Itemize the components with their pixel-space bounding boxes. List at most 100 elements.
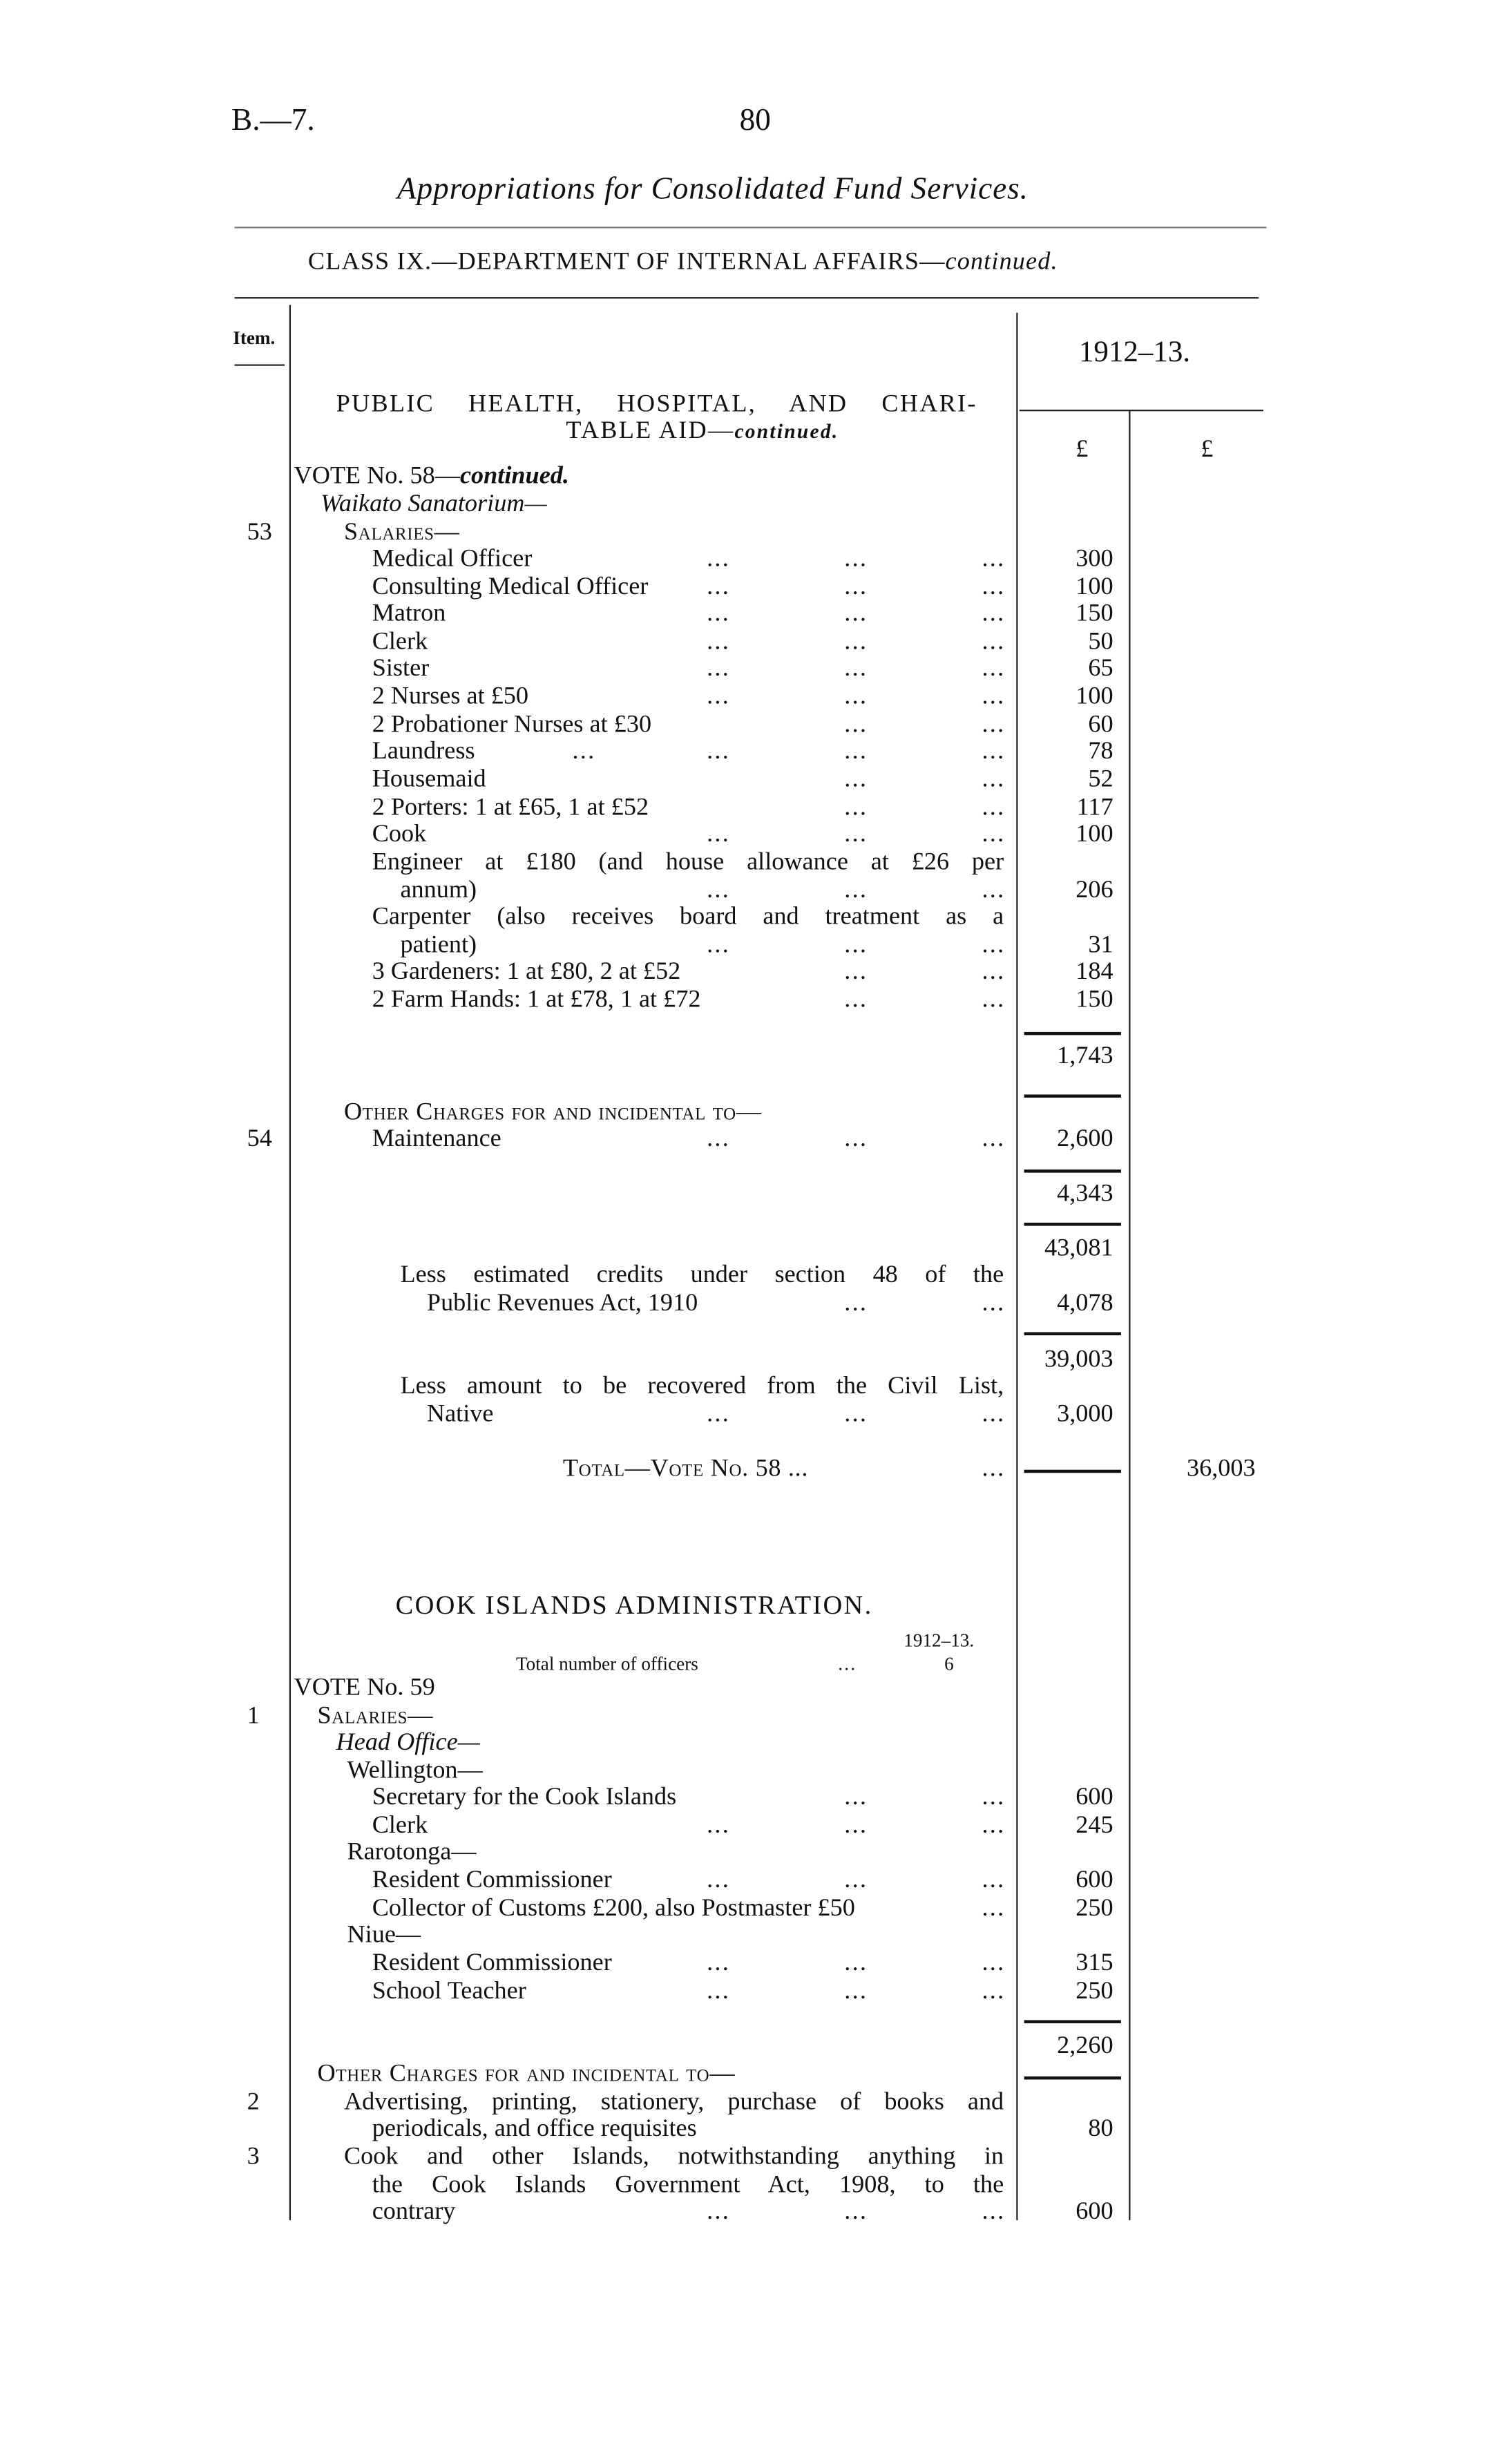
currency-label-col2: £ — [1201, 436, 1214, 463]
leader-dots — [844, 683, 868, 711]
row-label: Engineer at £180 (and house allowance at… — [372, 849, 1004, 876]
row-text: Other Charges for and incidental to— — [344, 1099, 762, 1127]
row-label: Clerk — [372, 1812, 428, 1839]
row-label: annum) — [400, 877, 477, 904]
item-number: 54 — [247, 1125, 272, 1153]
row-text: TABLE AID—continued. — [566, 417, 839, 446]
leader-dots — [707, 1126, 730, 1154]
row-label: Secretary for the Cook Islands — [372, 1784, 677, 1811]
row-label: periodicals, and office requisites — [372, 2115, 697, 2142]
header-rule — [234, 297, 1259, 299]
row-text: 2 Nurses at £50 — [372, 683, 528, 711]
leader-dots — [982, 932, 1005, 960]
row-label: Niue— — [347, 1921, 421, 1949]
row-label: Less estimated credits under section 48 … — [400, 1261, 1004, 1289]
row-text: Medical Officer — [372, 546, 533, 574]
leader-dots — [838, 1650, 857, 1678]
subtotal-rule — [1024, 1031, 1121, 1035]
row-text: Resident Commissioner — [372, 1867, 612, 1895]
amount-col1: 60 — [1088, 711, 1113, 738]
leader-dots — [707, 877, 730, 906]
row-label: Native — [426, 1401, 494, 1428]
amount-col1: 100 — [1075, 573, 1113, 601]
leader-dots — [707, 932, 730, 960]
leader-dots — [982, 766, 1005, 794]
row-label: Resident Commissioner — [372, 1949, 612, 1977]
row-text: 3 Gardeners: 1 at £80, 2 at £52 — [372, 959, 681, 987]
row-text: VOTE No. 59 — [294, 1674, 435, 1703]
row-text: Total—Vote No. 58 ... — [563, 1455, 808, 1484]
row-text: 2 Probationer Nurses at £30 — [372, 711, 651, 740]
leader-dots — [844, 959, 868, 987]
leader-dots — [982, 986, 1005, 1015]
row-text: COOK ISLANDS ADMINISTRATION. — [395, 1589, 873, 1620]
leader-dots — [707, 1812, 730, 1840]
leader-dots — [844, 738, 868, 766]
amount-col1: 4,078 — [1057, 1290, 1113, 1317]
leader-dots — [982, 546, 1005, 574]
leader-dots — [844, 932, 868, 960]
amount-col1: 250 — [1075, 1978, 1113, 2005]
row-text: Salaries— — [317, 1703, 433, 1731]
row-label: Other Charges for and incidental to— — [343, 1099, 762, 1126]
amount-col1: 2,600 — [1057, 1125, 1113, 1153]
amount-col1: 2,260 — [1057, 2032, 1113, 2060]
page-title: Appropriations for Consolidated Fund Ser… — [396, 171, 1029, 207]
leader-dots — [844, 1867, 868, 1895]
leader-dots — [707, 1867, 730, 1895]
leader-dots — [844, 766, 868, 794]
item-header-rule — [234, 364, 285, 366]
leader-dots — [982, 683, 1005, 711]
row-label: Salaries— — [343, 519, 460, 546]
leader-dots — [844, 2198, 868, 2226]
row-text: patient) — [400, 932, 477, 960]
row-italic-label: continued. — [459, 462, 569, 490]
amount-col1: 31 — [1088, 932, 1113, 959]
leader-dots — [844, 574, 868, 602]
amount-col1: 600 — [1075, 1866, 1113, 1894]
row-label: 2 Nurses at £50 — [372, 683, 529, 710]
leader-dots — [844, 1126, 868, 1154]
row-label: contrary — [372, 2198, 456, 2225]
row-text: Total number of officers — [516, 1650, 698, 1678]
row-label: Carpenter (also receives board and treat… — [372, 904, 1004, 930]
row-label: Cook — [372, 821, 427, 848]
leader-dots — [844, 794, 868, 823]
row-label: Consulting Medical Officer — [372, 573, 649, 601]
leader-dots — [844, 1290, 868, 1318]
row-text: 1912–13. — [904, 1626, 974, 1654]
row-label: Maintenance — [372, 1125, 501, 1153]
amount-col1: 43,081 — [1044, 1235, 1113, 1262]
row-text: the Cook Islands Government Act, 1908, t… — [372, 2172, 1004, 2200]
amount-col1: 80 — [1088, 2115, 1113, 2142]
row-text: Public Revenues Act, 1910 — [427, 1290, 698, 1318]
row-text: Carpenter (also receives board and treat… — [372, 904, 1004, 932]
leader-dots — [844, 1812, 868, 1840]
leader-dots — [707, 738, 730, 766]
amount-col1: 184 — [1075, 958, 1113, 986]
leader-dots — [707, 546, 730, 574]
leader-dots — [982, 1401, 1005, 1429]
leader-dots — [982, 821, 1005, 849]
amount-col1: 3,000 — [1057, 1401, 1113, 1428]
leader-dots — [844, 821, 868, 849]
row-label: Laundress — [372, 738, 475, 765]
amount-col1: 600 — [1075, 2198, 1113, 2225]
row-text: Native — [427, 1401, 494, 1429]
row-label: VOTE No. 58— — [294, 462, 460, 490]
row-text: Cook and other Islands, notwithstanding … — [344, 2143, 1004, 2172]
row-label: 3 Gardeners: 1 at £80, 2 at £52 — [372, 958, 681, 986]
class-heading: CLASS IX.—DEPARTMENT OF INTERNAL AFFAIRS… — [308, 249, 1058, 277]
amount-col1: 150 — [1075, 600, 1113, 627]
row-text: periodicals, and office requisites — [372, 2116, 697, 2144]
amount-col1: 245 — [1075, 1812, 1113, 1839]
row-label: COOK ISLANDS ADMINISTRATION. — [395, 1589, 873, 1620]
total-column-divider — [1129, 410, 1131, 2221]
row-text: Rarotonga— — [347, 1839, 476, 1867]
leader-dots — [982, 600, 1005, 629]
item-number: 1 — [247, 1702, 260, 1730]
leader-dots — [982, 574, 1005, 602]
leader-dots — [844, 877, 868, 906]
row-label: Other Charges for and incidental to— — [317, 2061, 736, 2088]
